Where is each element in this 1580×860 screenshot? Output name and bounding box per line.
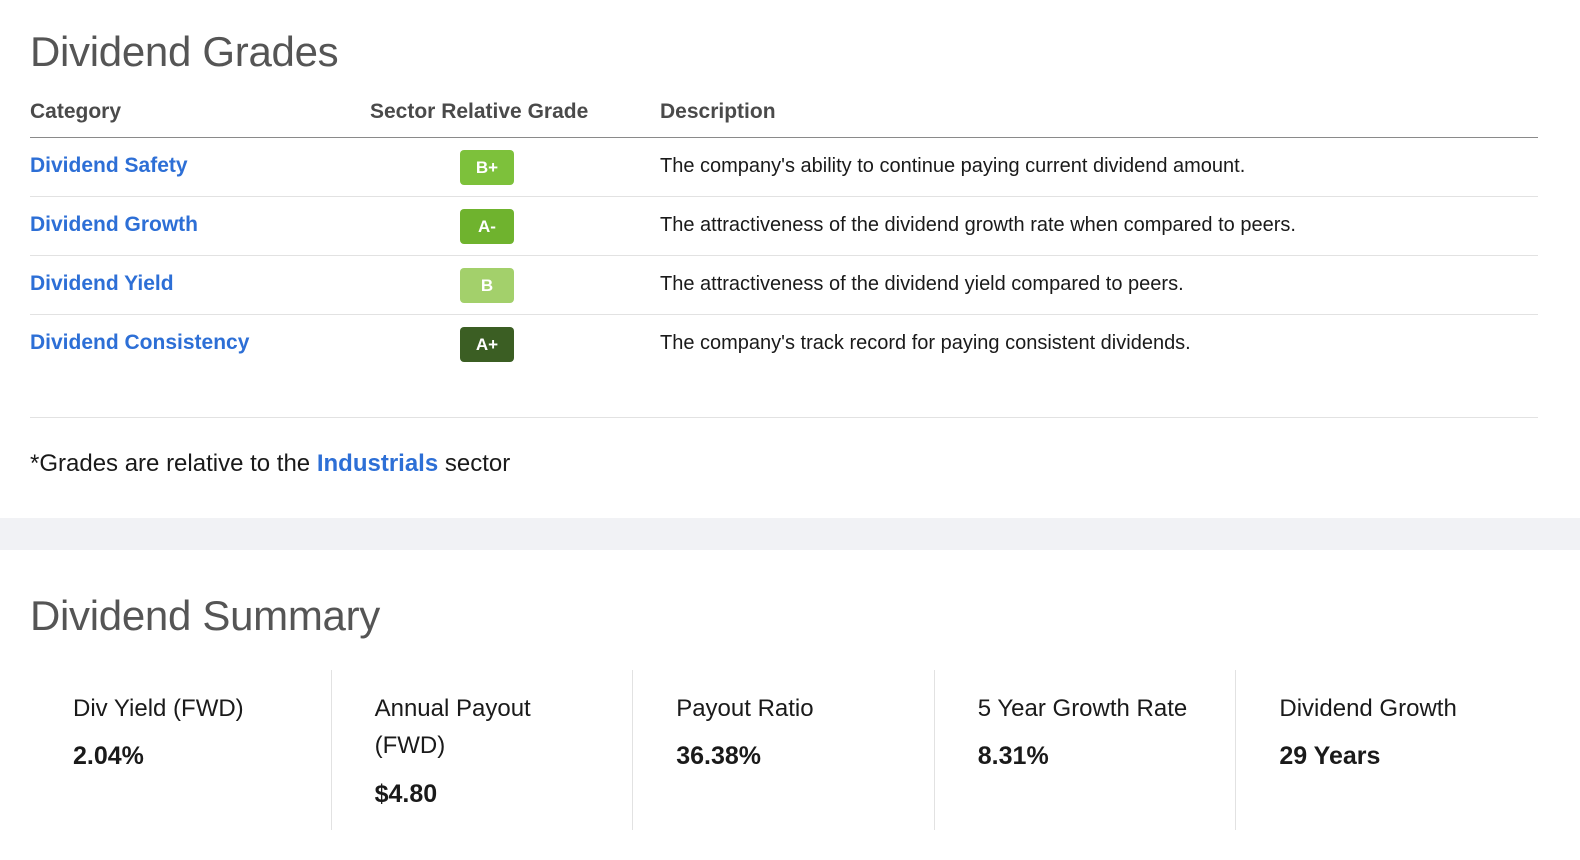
header-description: Description (660, 100, 776, 123)
category-link-dividend-consistency[interactable]: Dividend Consistency (30, 331, 250, 354)
table-row: Dividend Growth A- The attractiveness of… (30, 197, 1538, 256)
grade-description: The attractiveness of the dividend growt… (660, 214, 1296, 236)
footnote-suffix: sector (438, 450, 511, 477)
summary-card-div-yield: Div Yield (FWD) 2.04% (30, 670, 332, 830)
category-link-dividend-safety[interactable]: Dividend Safety (30, 154, 188, 177)
grade-description: The company's ability to continue paying… (660, 155, 1246, 177)
summary-card-dividend-growth: Dividend Growth 29 Years (1236, 670, 1538, 830)
category-link-dividend-yield[interactable]: Dividend Yield (30, 272, 174, 295)
grade-description: The attractiveness of the dividend yield… (660, 273, 1184, 295)
summary-card-label: Dividend Growth (1279, 695, 1457, 722)
summary-card-label: 5 Year Growth Rate (977, 695, 1188, 722)
dividend-summary-section: Dividend Summary Div Yield (FWD) 2.04% A… (0, 550, 1580, 860)
grades-table: Category Sector Relative Grade Descripti… (30, 96, 1538, 374)
header-sector-relative-grade: Sector Relative Grade (370, 100, 589, 123)
summary-card-label: Annual Payout (FWD) (374, 695, 531, 759)
summary-card-value: 36.38% (676, 742, 761, 770)
summary-card-label: Div Yield (FWD) (73, 695, 244, 722)
grade-badge: B (460, 268, 514, 303)
sector-footnote: *Grades are relative to the Industrials … (30, 450, 510, 478)
table-row: Dividend Consistency A+ The company's tr… (30, 315, 1538, 374)
summary-card-annual-payout: Annual Payout (FWD) $4.80 (332, 670, 634, 830)
grade-badge: B+ (460, 150, 514, 185)
dividend-summary-title: Dividend Summary (30, 592, 380, 639)
footnote-prefix: *Grades are relative to the (30, 450, 317, 477)
grade-badge: A- (460, 209, 514, 244)
section-separator-band (0, 518, 1580, 550)
summary-card-payout-ratio: Payout Ratio 36.38% (633, 670, 935, 830)
summary-card-value: 8.31% (977, 742, 1049, 770)
grade-description: The company's track record for paying co… (660, 332, 1191, 354)
category-link-dividend-growth[interactable]: Dividend Growth (30, 213, 198, 236)
grades-table-header: Category Sector Relative Grade Descripti… (30, 96, 1538, 138)
summary-card-label: Payout Ratio (676, 695, 814, 722)
summary-card-value: 2.04% (73, 742, 144, 770)
summary-cards: Div Yield (FWD) 2.04% Annual Payout (FWD… (30, 670, 1538, 830)
summary-card-value: 29 Years (1279, 742, 1381, 770)
grade-badge: A+ (460, 327, 514, 362)
table-row: Dividend Safety B+ The company's ability… (30, 138, 1538, 197)
summary-card-5-year-growth-rate: 5 Year Growth Rate 8.31% (935, 670, 1237, 830)
dividend-grades-title: Dividend Grades (30, 28, 339, 75)
sector-link-industrials[interactable]: Industrials (316, 450, 439, 477)
header-category: Category (30, 100, 122, 123)
table-row: Dividend Yield B The attractiveness of t… (30, 256, 1538, 315)
section-divider (30, 417, 1538, 418)
dividend-grades-section: Dividend Grades Category Sector Relative… (30, 28, 1538, 478)
summary-card-value: $4.80 (374, 780, 438, 808)
